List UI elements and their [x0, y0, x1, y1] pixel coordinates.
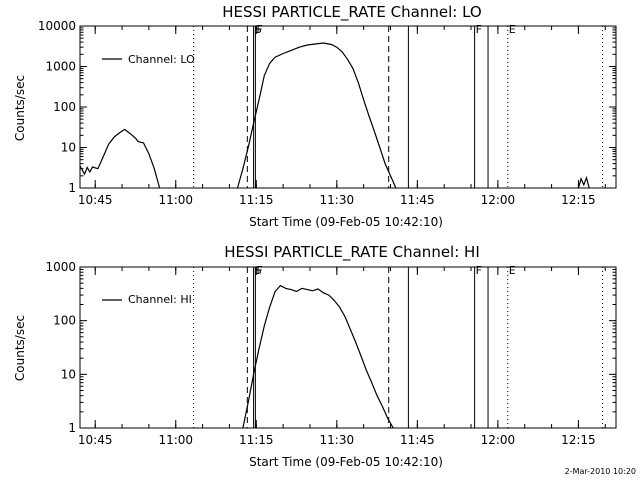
- y-tick-label: 10: [61, 141, 76, 155]
- x-tick-label: 12:00: [481, 193, 516, 207]
- series-line: [577, 175, 590, 189]
- vertical-marker-label: S: [255, 23, 262, 36]
- y-tick-label: 100: [53, 314, 76, 328]
- y-tick-label: 10000: [38, 19, 76, 33]
- series-line: [236, 42, 397, 189]
- x-tick-label: 11:15: [239, 193, 274, 207]
- legend-label-lo: Channel: LO: [128, 53, 195, 66]
- chart-title-hi: HESSI PARTICLE_RATE Channel: HI: [224, 243, 480, 262]
- x-tick-label: 11:30: [320, 433, 355, 447]
- y-tick-label: 1: [68, 421, 76, 435]
- x-axis-label-lo: Start Time (09-Feb-05 10:42:10): [249, 215, 443, 229]
- chart-title-lo: HESSI PARTICLE_RATE Channel: LO: [222, 3, 481, 22]
- y-tick-label: 10: [61, 367, 76, 381]
- x-tick-label: 11:15: [239, 433, 274, 447]
- panel-lo: HESSI PARTICLE_RATE Channel: LO Counts/s…: [13, 3, 617, 229]
- x-tick-label: 11:30: [320, 193, 355, 207]
- y-tick-label: 1000: [45, 260, 76, 274]
- vertical-marker-label: S: [255, 264, 262, 277]
- legend-label-hi: Channel: HI: [128, 293, 192, 306]
- x-tick-label: 10:45: [78, 433, 113, 447]
- x-axis-label-hi: Start Time (09-Feb-05 10:42:10): [249, 455, 443, 469]
- panel-hi: HESSI PARTICLE_RATE Channel: HI Counts/s…: [13, 243, 617, 469]
- x-tick-label: 11:45: [400, 193, 435, 207]
- series-line: [79, 128, 161, 189]
- x-tick-label: 11:00: [158, 193, 193, 207]
- y-tick-label: 100: [53, 100, 76, 114]
- x-tick-label: 11:00: [158, 433, 193, 447]
- x-tick-label: 12:15: [561, 193, 596, 207]
- y-axis-label-hi: Counts/sec: [13, 315, 27, 381]
- vertical-marker-label: E: [509, 23, 516, 36]
- plot-frame: [79, 25, 617, 189]
- footer-timestamp: 2-Mar-2010 10:20: [565, 467, 636, 476]
- vertical-marker-label: E: [509, 264, 516, 277]
- x-tick-label: 12:00: [481, 433, 516, 447]
- x-tick-label: 10:45: [78, 193, 113, 207]
- vertical-marker-label: F: [476, 23, 482, 36]
- x-tick-label: 12:15: [561, 433, 596, 447]
- series-line: [242, 284, 394, 429]
- y-axis-label-lo: Counts/sec: [13, 75, 27, 141]
- vertical-marker-label: F: [256, 23, 262, 36]
- y-tick-label: 1: [68, 181, 76, 195]
- y-tick-label: 1000: [45, 60, 76, 74]
- vertical-marker-label: F: [476, 264, 482, 277]
- plot-frame: [79, 266, 617, 429]
- x-tick-label: 11:45: [400, 433, 435, 447]
- vertical-marker-label: F: [256, 264, 262, 277]
